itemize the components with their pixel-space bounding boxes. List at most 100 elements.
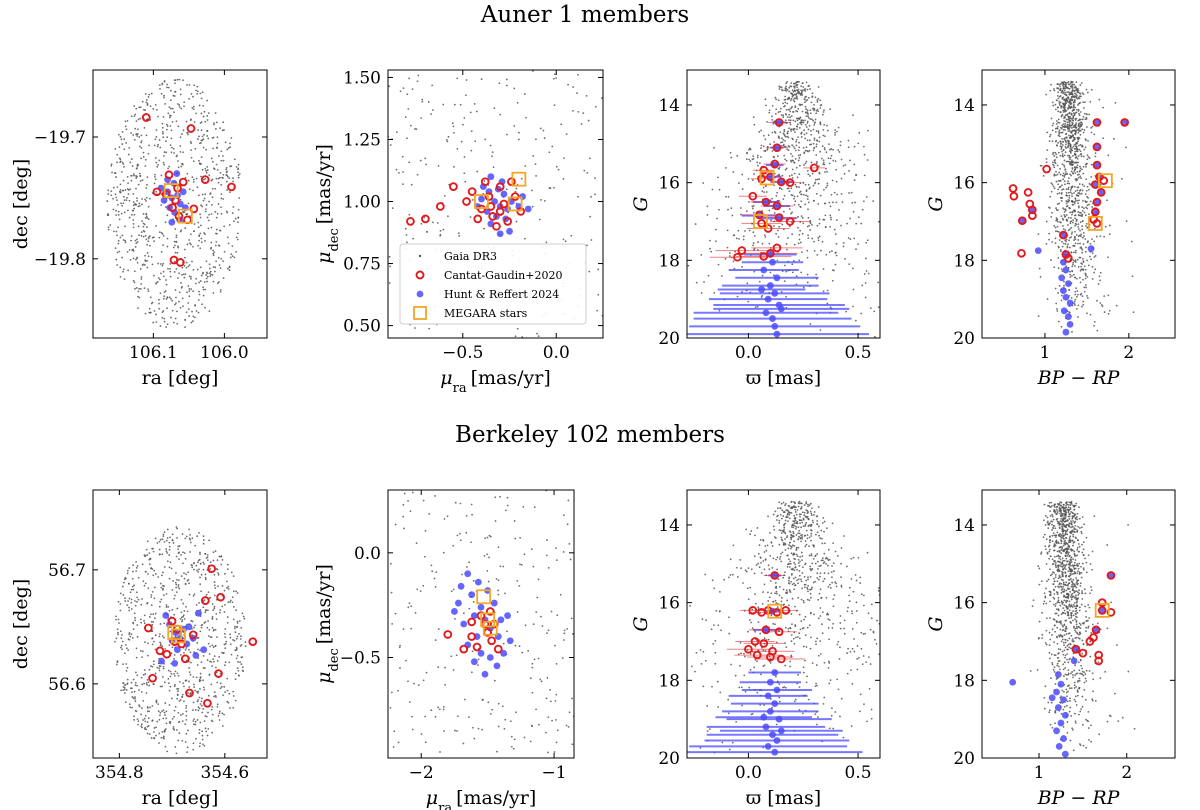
- field-star: [1089, 313, 1092, 316]
- field-star: [1075, 130, 1077, 133]
- field-star: [833, 269, 835, 272]
- field-star: [808, 84, 811, 87]
- field-star: [848, 263, 851, 265]
- field-star: [1074, 118, 1077, 120]
- field-star: [818, 218, 821, 221]
- field-star: [817, 203, 820, 205]
- field-star: [180, 281, 182, 284]
- field-star: [139, 268, 142, 270]
- field-star: [819, 329, 822, 331]
- field-star: [424, 715, 427, 718]
- field-star: [182, 562, 184, 565]
- field-star: [235, 236, 238, 239]
- field-star: [122, 689, 125, 692]
- field-star: [124, 644, 127, 646]
- field-star: [562, 238, 565, 241]
- field-star: [884, 262, 886, 264]
- field-star: [210, 241, 213, 244]
- field-star: [505, 188, 508, 191]
- cg-member: [1092, 118, 1102, 127]
- field-star: [190, 142, 193, 144]
- field-star: [203, 197, 206, 200]
- field-star: [800, 215, 803, 217]
- field-star: [116, 251, 119, 254]
- field-star: [428, 513, 431, 515]
- plot-area: [687, 500, 880, 756]
- field-star: [832, 159, 835, 162]
- field-star: [840, 192, 843, 195]
- field-star: [181, 713, 184, 715]
- field-star: [890, 237, 892, 239]
- field-star: [1081, 251, 1084, 254]
- field-star: [107, 214, 110, 216]
- field-star: [169, 99, 172, 101]
- field-star: [798, 80, 800, 83]
- field-star: [212, 160, 214, 163]
- field-star: [1070, 233, 1073, 235]
- field-star: [206, 119, 209, 121]
- field-star: [1074, 290, 1077, 293]
- field-star: [815, 192, 818, 195]
- field-star: [877, 220, 880, 223]
- field-star: [196, 719, 199, 721]
- field-star: [778, 522, 781, 524]
- field-star: [117, 133, 120, 136]
- cg-member: [178, 177, 188, 187]
- field-star: [154, 138, 157, 141]
- field-star: [136, 624, 139, 626]
- field-star: [222, 694, 225, 697]
- field-star: [735, 237, 738, 240]
- field-star: [1082, 243, 1085, 246]
- hr-member: [490, 599, 498, 607]
- field-star: [214, 550, 217, 553]
- field-star: [131, 165, 134, 167]
- field-star: [785, 270, 788, 273]
- field-star: [236, 620, 239, 623]
- field-star: [522, 505, 525, 508]
- field-star: [1057, 97, 1060, 100]
- field-star: [193, 626, 195, 629]
- hr-member: [1062, 328, 1070, 336]
- field-star: [1055, 123, 1058, 125]
- field-star: [865, 196, 868, 198]
- field-star: [160, 272, 162, 275]
- field-star: [1074, 106, 1077, 109]
- field-star: [188, 667, 190, 669]
- field-star: [1062, 81, 1065, 84]
- field-star: [673, 272, 675, 274]
- field-star: [849, 217, 852, 220]
- field-star: [201, 272, 204, 275]
- field-star: [828, 162, 831, 165]
- field-star: [555, 77, 557, 79]
- field-star: [784, 135, 787, 138]
- field-star: [395, 168, 398, 171]
- field-star: [726, 229, 729, 232]
- field-star: [763, 150, 766, 152]
- field-star: [150, 737, 153, 739]
- field-star: [1067, 80, 1070, 83]
- field-star: [1098, 98, 1101, 101]
- field-star: [1077, 119, 1080, 122]
- field-star: [160, 231, 163, 234]
- field-star: [809, 118, 812, 120]
- field-star: [199, 630, 202, 633]
- field-star: [827, 618, 830, 621]
- field-star: [546, 676, 549, 679]
- field-star: [197, 244, 199, 247]
- field-star: [1081, 210, 1084, 212]
- field-star: [204, 239, 206, 242]
- field-star: [803, 151, 806, 154]
- field-star: [222, 260, 225, 263]
- field-star: [681, 247, 683, 249]
- field-star: [1058, 284, 1061, 287]
- field-star: [199, 583, 202, 586]
- field-star: [1058, 129, 1061, 132]
- field-star: [224, 691, 227, 694]
- field-star: [1086, 185, 1089, 188]
- field-star: [810, 133, 813, 136]
- cg-member: [167, 616, 177, 626]
- field-star: [1053, 155, 1056, 157]
- field-star: [239, 638, 242, 640]
- field-star: [497, 579, 500, 582]
- field-star: [155, 734, 157, 737]
